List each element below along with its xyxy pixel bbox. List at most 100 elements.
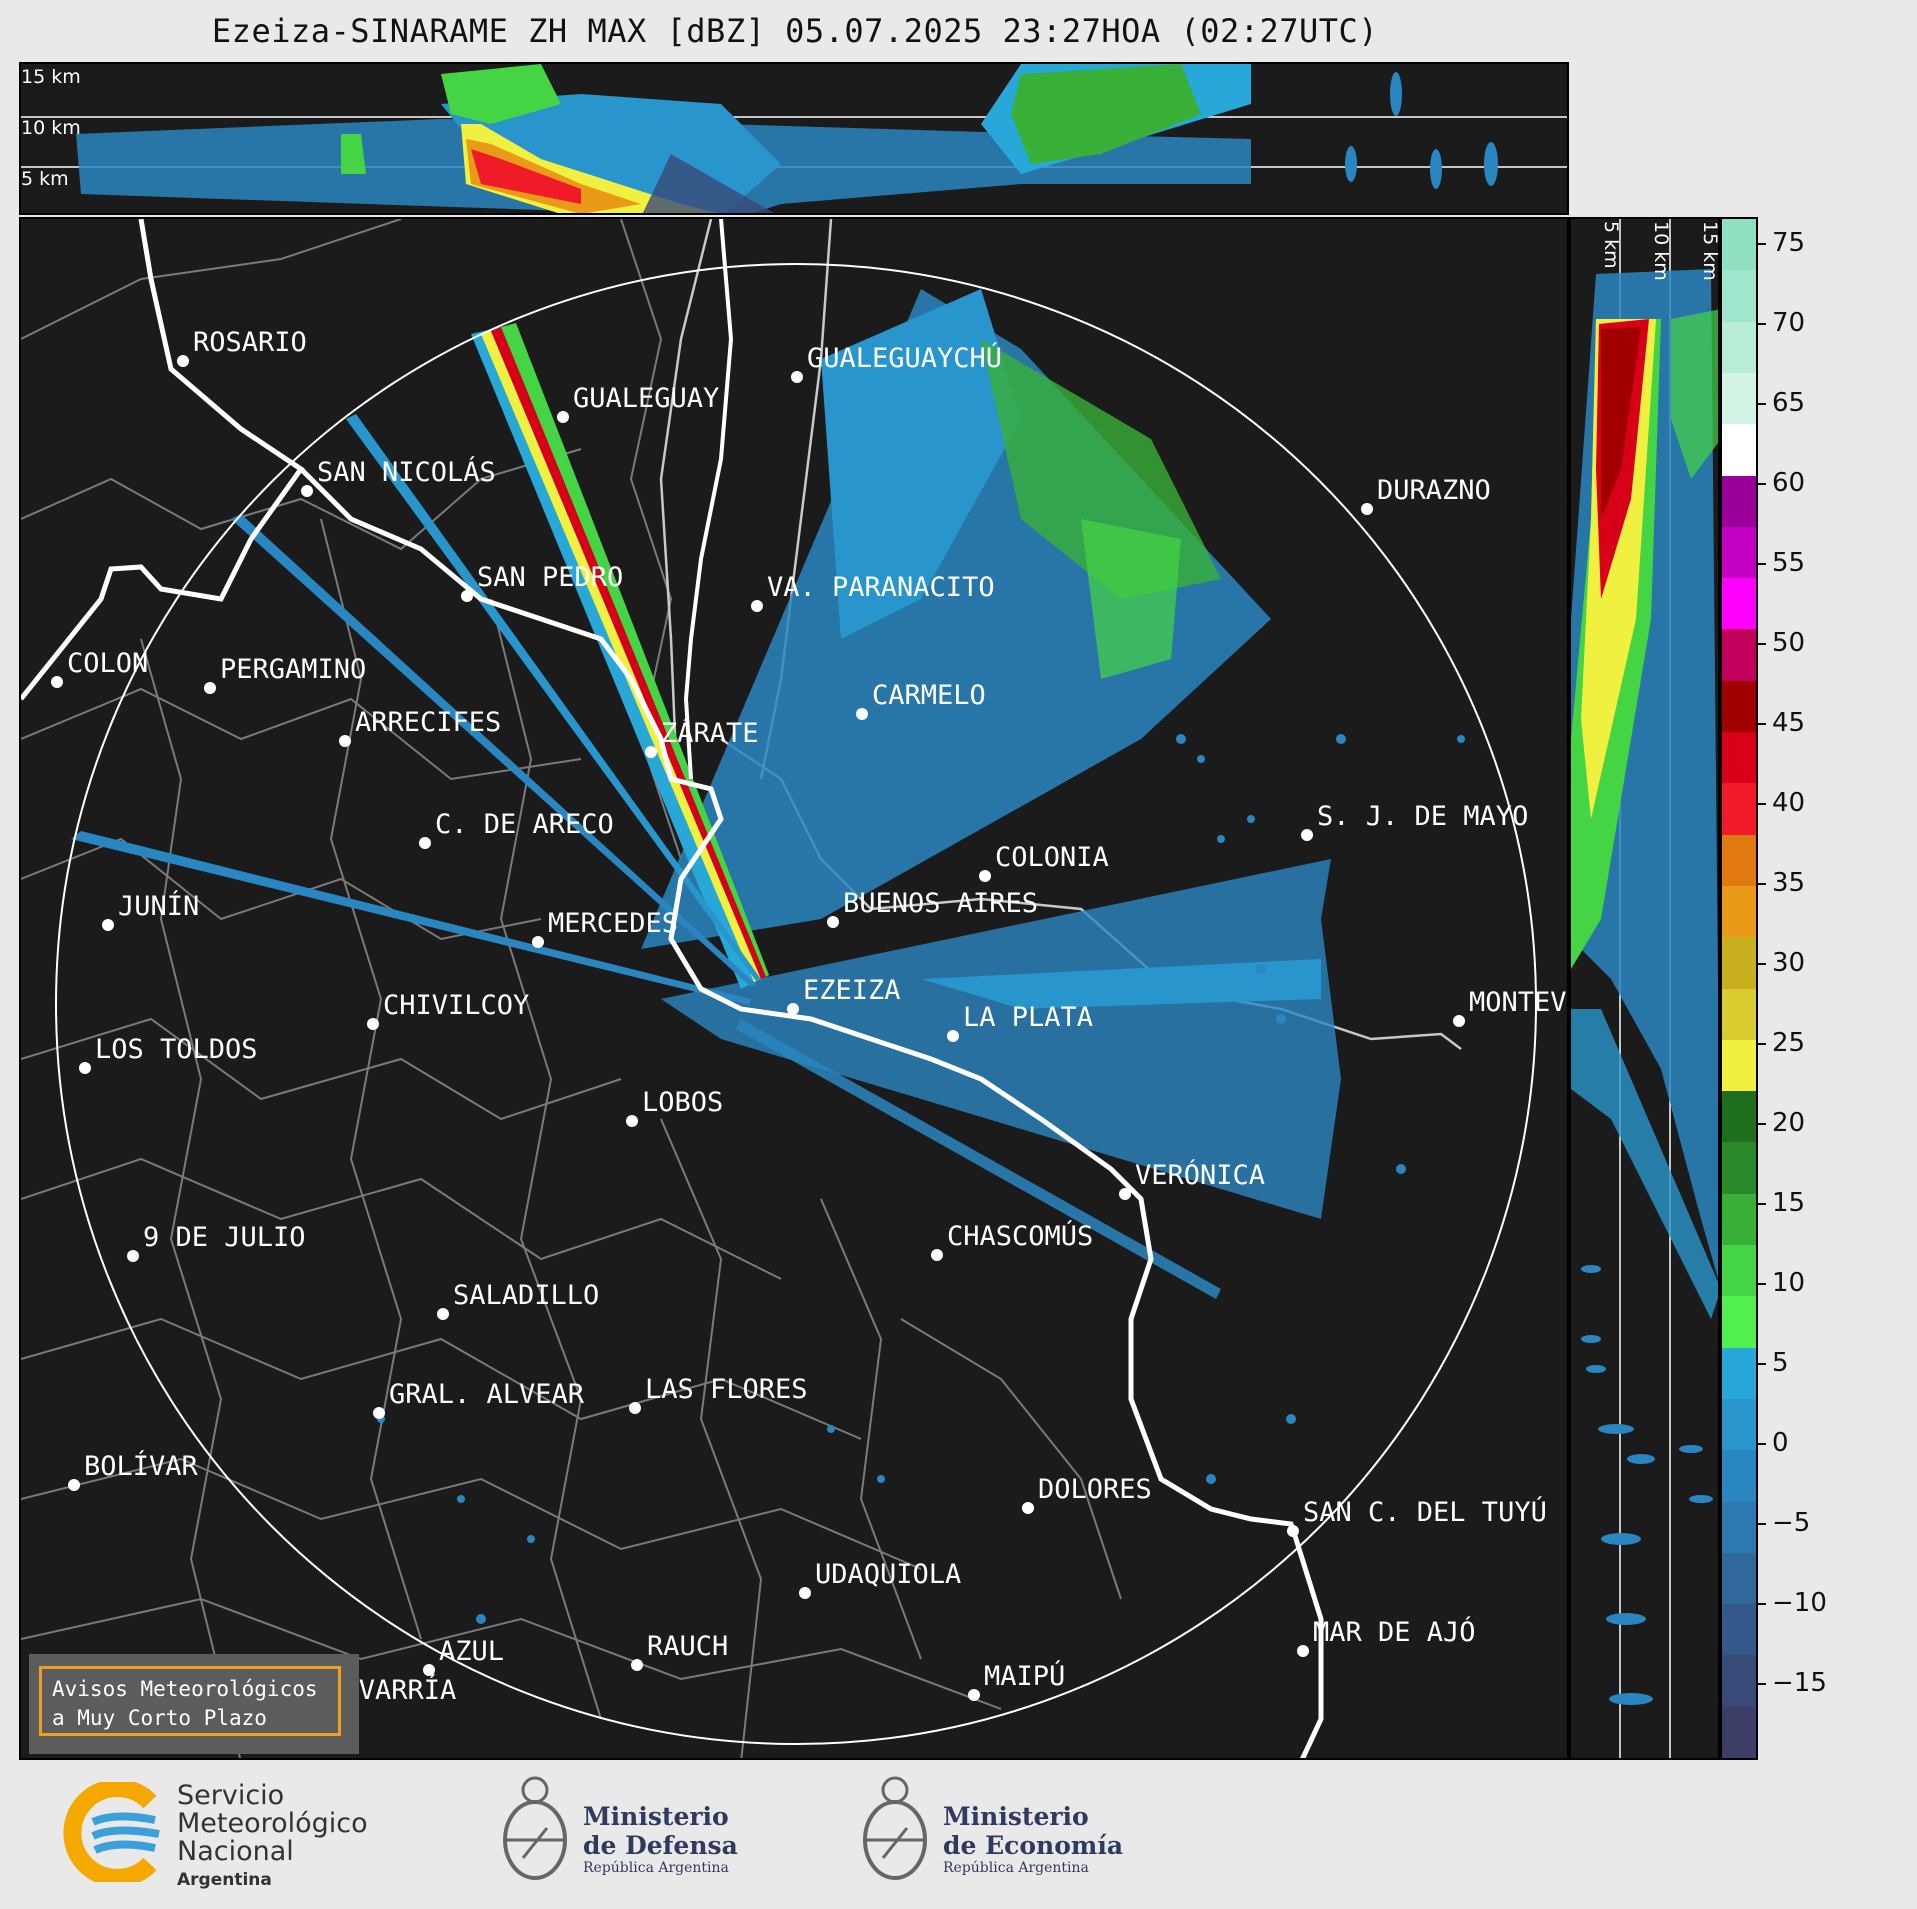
city-marker: CHASCOMÚS xyxy=(931,1220,1093,1261)
city-marker: C. DE ARECO xyxy=(419,809,614,849)
city-dot xyxy=(799,1587,811,1599)
city-label: MONTEV xyxy=(1469,987,1567,1018)
city-label: DURAZNO xyxy=(1377,475,1491,506)
city-label: SAN PEDRO xyxy=(477,562,623,593)
colorbar-tick-label: 55 xyxy=(1758,548,1805,578)
smn-line-1: Servicio xyxy=(177,1780,285,1811)
colorbar-tick-label: 25 xyxy=(1758,1028,1805,1058)
colorbar-segment xyxy=(1722,1142,1756,1195)
city-label: CHASCOMÚS xyxy=(947,1220,1093,1252)
colorbar-segment xyxy=(1722,680,1756,733)
city-dot xyxy=(102,919,114,931)
radar-map-canvas: ROSARIO GUALEGUAYCHÚ GUALEGUAY SAN NICOLÁS D… xyxy=(21,219,1567,1758)
colorbar xyxy=(1720,217,1758,1760)
city-label: ARRECIFES xyxy=(355,707,501,738)
colorbar-ticks: 75 70 65 60 55 50 45 40 35 30 25 20 15 10 5 0 −5 −10 −15 xyxy=(1758,217,1878,1760)
city-marker: DURAZNO xyxy=(1361,475,1491,515)
city-label: JUNÍN xyxy=(118,890,199,922)
city-dot xyxy=(423,1664,435,1676)
city-marker: BOLÍVAR xyxy=(68,1450,199,1491)
city-marker: RAUCH xyxy=(631,1631,728,1671)
city-label: MAIPÚ xyxy=(984,1660,1065,1692)
defensa-line-1: Ministerio xyxy=(583,1802,729,1831)
city-label: SAN C. DEL TUYÚ xyxy=(1303,1496,1547,1528)
city-marker: LA PLATA xyxy=(947,1002,1093,1042)
city-layer: ROSARIO GUALEGUAYCHÚ GUALEGUAY SAN NICOLÁS D… xyxy=(51,327,1567,1715)
notice-line-2: a Muy Corto Plazo xyxy=(52,1706,267,1730)
map-title: Ezeiza-SINARAME ZH MAX [dBZ] 05.07.2025 … xyxy=(211,12,1379,50)
economia-logo: Ministerio de Economía República Argenti… xyxy=(855,1772,1135,1892)
city-label: PERGAMINO xyxy=(220,654,366,685)
colorbar-segment xyxy=(1722,526,1756,579)
city-marker: SALADILLO xyxy=(437,1280,599,1320)
defensa-shield-icon xyxy=(503,1776,567,1880)
economia-shield-icon xyxy=(863,1776,927,1880)
city-dot xyxy=(51,676,63,688)
defensa-line-2: de Defensa xyxy=(583,1831,738,1860)
city-marker: SAN C. DEL TUYÚ xyxy=(1287,1496,1547,1537)
city-marker: CHIVILCOY xyxy=(367,990,529,1030)
defensa-line-3: República Argentina xyxy=(583,1860,729,1876)
city-marker: LOBOS xyxy=(626,1087,723,1127)
city-marker: EZEIZA xyxy=(787,975,901,1015)
colorbar-segment xyxy=(1722,732,1756,784)
radar-map[interactable]: ROSARIO GUALEGUAYCHÚ GUALEGUAY SAN NICOLÁS D… xyxy=(19,217,1569,1760)
colorbar-segment xyxy=(1722,885,1756,938)
colorbar-tick-label: 75 xyxy=(1758,228,1805,258)
city-label: LOS TOLDOS xyxy=(95,1034,258,1065)
colorbar-segment xyxy=(1722,834,1756,887)
colorbar-segment xyxy=(1722,1398,1756,1451)
smn-logo-mark xyxy=(63,1782,160,1882)
city-label: S. J. DE MAYO xyxy=(1317,801,1528,832)
colorbar-segment xyxy=(1722,1245,1756,1297)
city-marker: LOS TOLDOS xyxy=(79,1034,258,1074)
city-label: LAS FLORES xyxy=(645,1374,808,1405)
city-marker: VERÓNICA xyxy=(1119,1159,1265,1200)
city-marker: DOLORES xyxy=(1022,1474,1152,1514)
city-marker: GUALEGUAY xyxy=(557,383,719,423)
side-altitude-label: 15 km xyxy=(1699,221,1720,281)
colorbar-segment xyxy=(1722,1655,1756,1708)
city-dot xyxy=(791,371,803,383)
colorbar-tick-label: 60 xyxy=(1758,468,1805,498)
city-marker: AZUL xyxy=(423,1636,504,1676)
city-marker: LAS FLORES xyxy=(629,1374,808,1414)
city-dot xyxy=(968,1689,980,1701)
colorbar-segment xyxy=(1722,1552,1756,1605)
city-label: MERCEDES xyxy=(548,908,678,939)
top-cross-section: 15 km 10 km 5 km xyxy=(19,62,1569,215)
city-marker: S. J. DE MAYO xyxy=(1301,801,1528,841)
colorbar-tick-label: 50 xyxy=(1758,628,1805,658)
city-dot xyxy=(626,1115,638,1127)
colorbar-tick-label: 40 xyxy=(1758,788,1805,818)
city-label: GRAL. ALVEAR xyxy=(389,1379,585,1410)
city-label: ZÁRATE xyxy=(661,717,759,749)
city-dot xyxy=(79,1062,91,1074)
city-label: UDAQUIOLA xyxy=(815,1559,961,1590)
colorbar-segment xyxy=(1722,219,1756,271)
colorbar-tick-label: 10 xyxy=(1758,1268,1805,1298)
city-label: COLON xyxy=(67,648,148,679)
colorbar-tick-label: 35 xyxy=(1758,868,1805,898)
city-label: C. DE ARECO xyxy=(435,809,614,840)
colorbar-segment xyxy=(1722,1501,1756,1554)
city-marker: MONTEV xyxy=(1453,987,1567,1027)
city-dot xyxy=(1301,829,1313,841)
city-label: RAUCH xyxy=(647,1631,728,1662)
city-marker: VA. PARANACITO xyxy=(751,572,995,612)
city-dot xyxy=(367,1018,379,1030)
city-marker: ROSARIO xyxy=(177,327,307,367)
city-dot xyxy=(204,682,216,694)
city-dot xyxy=(629,1402,641,1414)
city-dot xyxy=(1297,1645,1309,1657)
side-cross-section-echoes xyxy=(1571,219,1718,1758)
city-label: 9 DE JULIO xyxy=(143,1222,306,1253)
city-label: GUALEGUAYCHÚ xyxy=(807,342,1002,374)
city-marker: MERCEDES xyxy=(532,908,678,948)
city-dot xyxy=(645,746,657,758)
city-label: SAN NICOLÁS xyxy=(317,456,496,488)
notice-border: Avisos Meteorológicos a Muy Corto Plazo xyxy=(39,1666,341,1736)
economia-line-3: República Argentina xyxy=(943,1860,1089,1876)
colorbar-tick-label: −5 xyxy=(1758,1508,1810,1538)
top-altitude-label: 15 km xyxy=(21,66,81,88)
